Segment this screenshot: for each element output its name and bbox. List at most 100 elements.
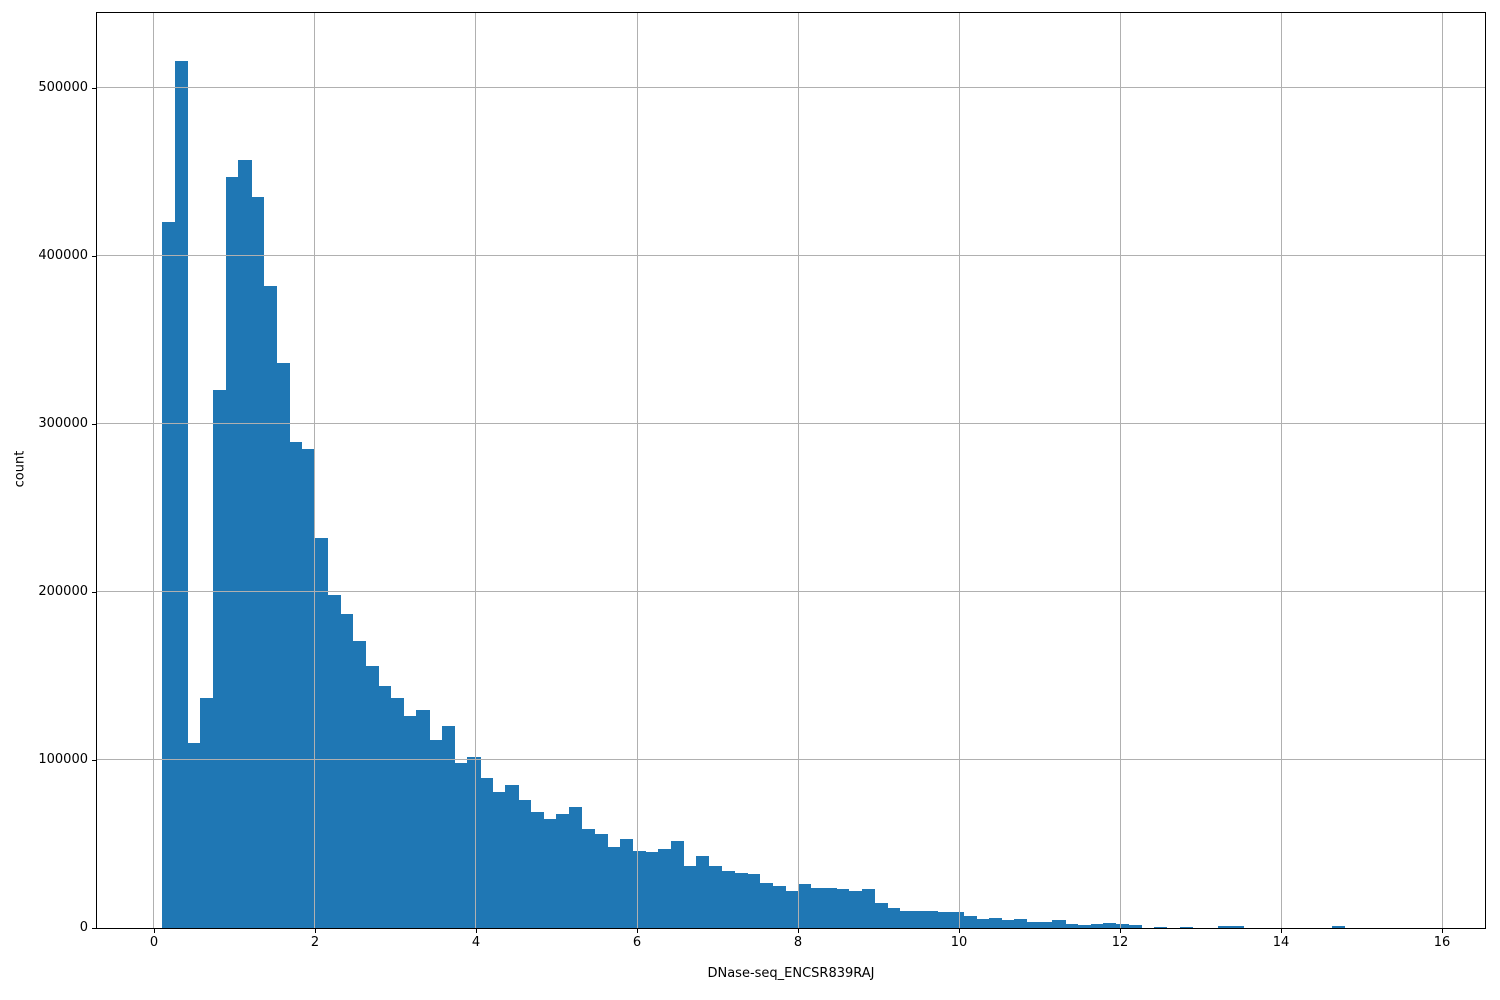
histogram-bar [1179, 926, 1193, 928]
histogram-bar [708, 865, 723, 928]
histogram-bar [467, 756, 481, 928]
y-tick-label: 0 [79, 920, 88, 935]
y-axis-label: count [12, 450, 28, 488]
histogram-bar [441, 726, 456, 928]
histogram-bar [1014, 919, 1028, 928]
histogram-bar [1230, 926, 1244, 928]
gridline-horizontal [97, 759, 1485, 761]
histogram-bar [301, 449, 316, 928]
x-tick-mark [1120, 929, 1121, 933]
histogram-bar [861, 889, 875, 928]
histogram-bar [569, 807, 583, 928]
histogram-bar [314, 538, 328, 928]
histogram-bar [416, 709, 430, 928]
histogram-bar [912, 911, 926, 928]
histogram-bar [289, 442, 303, 928]
gridline-horizontal [97, 927, 1485, 928]
histogram-bar [225, 176, 239, 928]
y-tick-mark [92, 928, 96, 929]
histogram-bar [365, 665, 379, 928]
y-tick-label: 500000 [38, 79, 88, 95]
histogram-bar [327, 595, 341, 928]
histogram-bar [759, 882, 774, 928]
histogram-bar [721, 870, 735, 928]
histogram-bar [619, 838, 634, 928]
histogram-bar [1332, 926, 1346, 928]
histogram-bar [251, 197, 265, 928]
histogram-bar [352, 640, 367, 928]
histogram-bar [670, 840, 685, 928]
histogram-bar [556, 813, 570, 928]
y-tick-label: 200000 [38, 583, 88, 599]
histogram-bar [187, 743, 201, 928]
gridline-vertical [153, 13, 155, 928]
histogram-bar [1026, 921, 1041, 928]
histogram-bar [810, 887, 824, 928]
histogram-bar [340, 613, 354, 928]
histogram-bar [1052, 920, 1066, 928]
histogram-bar [543, 818, 557, 928]
plot-area [96, 12, 1486, 929]
histogram-bar [645, 852, 659, 928]
x-tick-label: 6 [632, 935, 642, 950]
y-tick-label: 400000 [38, 247, 88, 263]
bars-layer [97, 13, 1485, 928]
histogram-bar [1128, 925, 1142, 928]
histogram-bar [632, 850, 646, 928]
histogram-bar [390, 697, 405, 928]
histogram-bar [378, 686, 392, 928]
histogram-bar [772, 885, 786, 928]
histogram-bar [1039, 921, 1053, 928]
x-tick-mark [153, 929, 155, 933]
y-tick-label: 100000 [38, 751, 88, 767]
gridline-vertical [1119, 13, 1121, 928]
histogram-bar [1154, 926, 1168, 928]
histogram-bar [836, 889, 850, 928]
gridline-horizontal [97, 591, 1485, 593]
histogram-bar [976, 918, 990, 928]
histogram-bar [581, 828, 595, 928]
histogram-bar [454, 763, 468, 928]
x-axis-label: DNase-seq_ENCSR839RAJ [707, 966, 875, 981]
x-tick-label: 0 [149, 935, 159, 950]
gridline-vertical [1441, 13, 1443, 928]
histogram-bar [162, 222, 176, 928]
histogram-bar [1103, 922, 1117, 928]
y-tick-mark [92, 255, 96, 257]
x-tick-label: 4 [471, 935, 481, 950]
histogram-bar [238, 160, 252, 928]
histogram-bar [848, 891, 863, 928]
histogram-bar [212, 390, 227, 928]
y-tick-mark [92, 591, 96, 593]
x-tick-label: 2 [310, 935, 320, 950]
histogram-bar [518, 800, 532, 928]
x-tick-mark [314, 929, 316, 933]
histogram-bar [480, 778, 494, 928]
histogram-bar [1001, 919, 1015, 928]
histogram-bar [1115, 924, 1130, 928]
gridline-vertical [958, 13, 960, 928]
histogram-bar [1065, 924, 1079, 928]
histogram-bar [658, 849, 672, 928]
histogram-bar [874, 902, 888, 928]
histogram-bar [823, 887, 837, 928]
x-tick-label: 10 [950, 935, 968, 950]
histogram-bar [174, 60, 188, 928]
gridline-vertical [1280, 13, 1282, 928]
x-tick-label: 8 [793, 935, 803, 950]
x-tick-mark [959, 929, 960, 933]
x-tick-label: 16 [1433, 935, 1451, 950]
x-tick-label: 14 [1272, 935, 1290, 950]
histogram-bar [505, 785, 519, 928]
histogram-bar [988, 917, 1002, 928]
histogram-bar [950, 912, 964, 928]
histogram-bar [429, 739, 443, 928]
gridline-vertical [314, 13, 316, 928]
x-tick-mark [637, 929, 638, 933]
histogram-bar [747, 874, 761, 928]
y-tick-mark [92, 423, 96, 425]
histogram-bar [683, 865, 697, 928]
histogram-bar [594, 833, 608, 928]
histogram-bar [925, 911, 939, 928]
y-tick-mark [92, 87, 96, 89]
